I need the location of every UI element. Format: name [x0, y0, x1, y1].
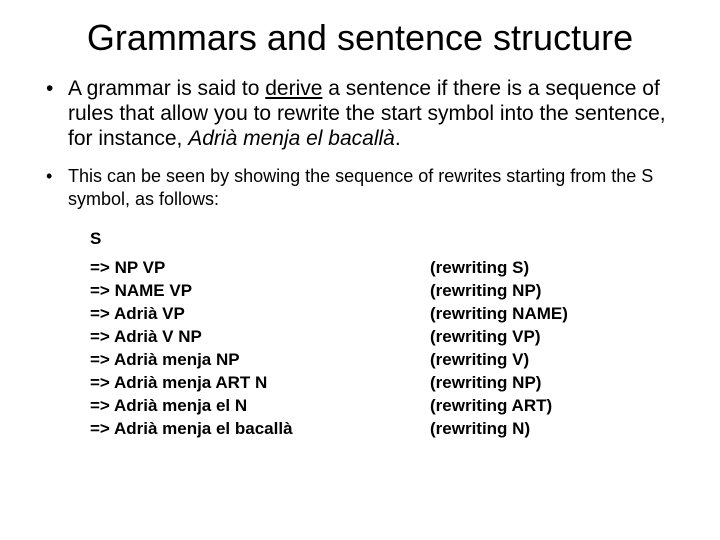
- derivation-row: => Adrià VP(rewriting NAME): [90, 303, 680, 326]
- derivation-left: => Adrià VP: [90, 303, 430, 326]
- derivation-right: (rewriting N): [430, 418, 680, 441]
- bullet1-underline: derive: [265, 77, 322, 100]
- derivation-left: => Adrià V NP: [90, 326, 430, 349]
- derivation-right: (rewriting NP): [430, 280, 680, 303]
- derivation-right: (rewriting V): [430, 349, 680, 372]
- derivation-left: => Adrià menja ART N: [90, 372, 430, 395]
- derivation-left: => NP VP: [90, 257, 430, 280]
- derivation-block: S => NP VP(rewriting S)=> NAME VP(rewrit…: [40, 228, 680, 440]
- derivation-right: (rewriting ART): [430, 395, 680, 418]
- bullet-item-1: A grammar is said to derive a sentence i…: [40, 76, 680, 152]
- bullet1-italic: Adrià menja el bacallà: [188, 127, 395, 150]
- derivation-right: (rewriting NP): [430, 372, 680, 395]
- derivation-row: => Adrià menja el N(rewriting ART): [90, 395, 680, 418]
- derivation-left: => Adrià menja el N: [90, 395, 430, 418]
- derivation-right: (rewriting VP): [430, 326, 680, 349]
- derivation-left: => Adrià menja el bacallà: [90, 418, 430, 441]
- derivation-left: => Adrià menja NP: [90, 349, 430, 372]
- derivation-row: => NAME VP(rewriting NP): [90, 280, 680, 303]
- derivation-right: (rewriting NAME): [430, 303, 680, 326]
- derivation-row: => Adrià V NP(rewriting VP): [90, 326, 680, 349]
- derivation-row: => Adrià menja el bacallà(rewriting N): [90, 418, 680, 441]
- derivation-row: => Adrià menja NP(rewriting V): [90, 349, 680, 372]
- derivation-rows: => NP VP(rewriting S)=> NAME VP(rewritin…: [90, 257, 680, 441]
- derivation-row: => NP VP(rewriting S): [90, 257, 680, 280]
- slide: Grammars and sentence structure A gramma…: [0, 0, 720, 540]
- slide-title: Grammars and sentence structure: [40, 18, 680, 58]
- derivation-row: => Adrià menja ART N(rewriting NP): [90, 372, 680, 395]
- bullet1-post: .: [395, 127, 401, 150]
- bullet-list: A grammar is said to derive a sentence i…: [40, 76, 680, 211]
- derivation-start: S: [90, 228, 680, 251]
- derivation-left: => NAME VP: [90, 280, 430, 303]
- bullet1-pre: A grammar is said to: [68, 77, 265, 100]
- bullet-item-2: This can be seen by showing the sequence…: [40, 165, 680, 210]
- derivation-right: (rewriting S): [430, 257, 680, 280]
